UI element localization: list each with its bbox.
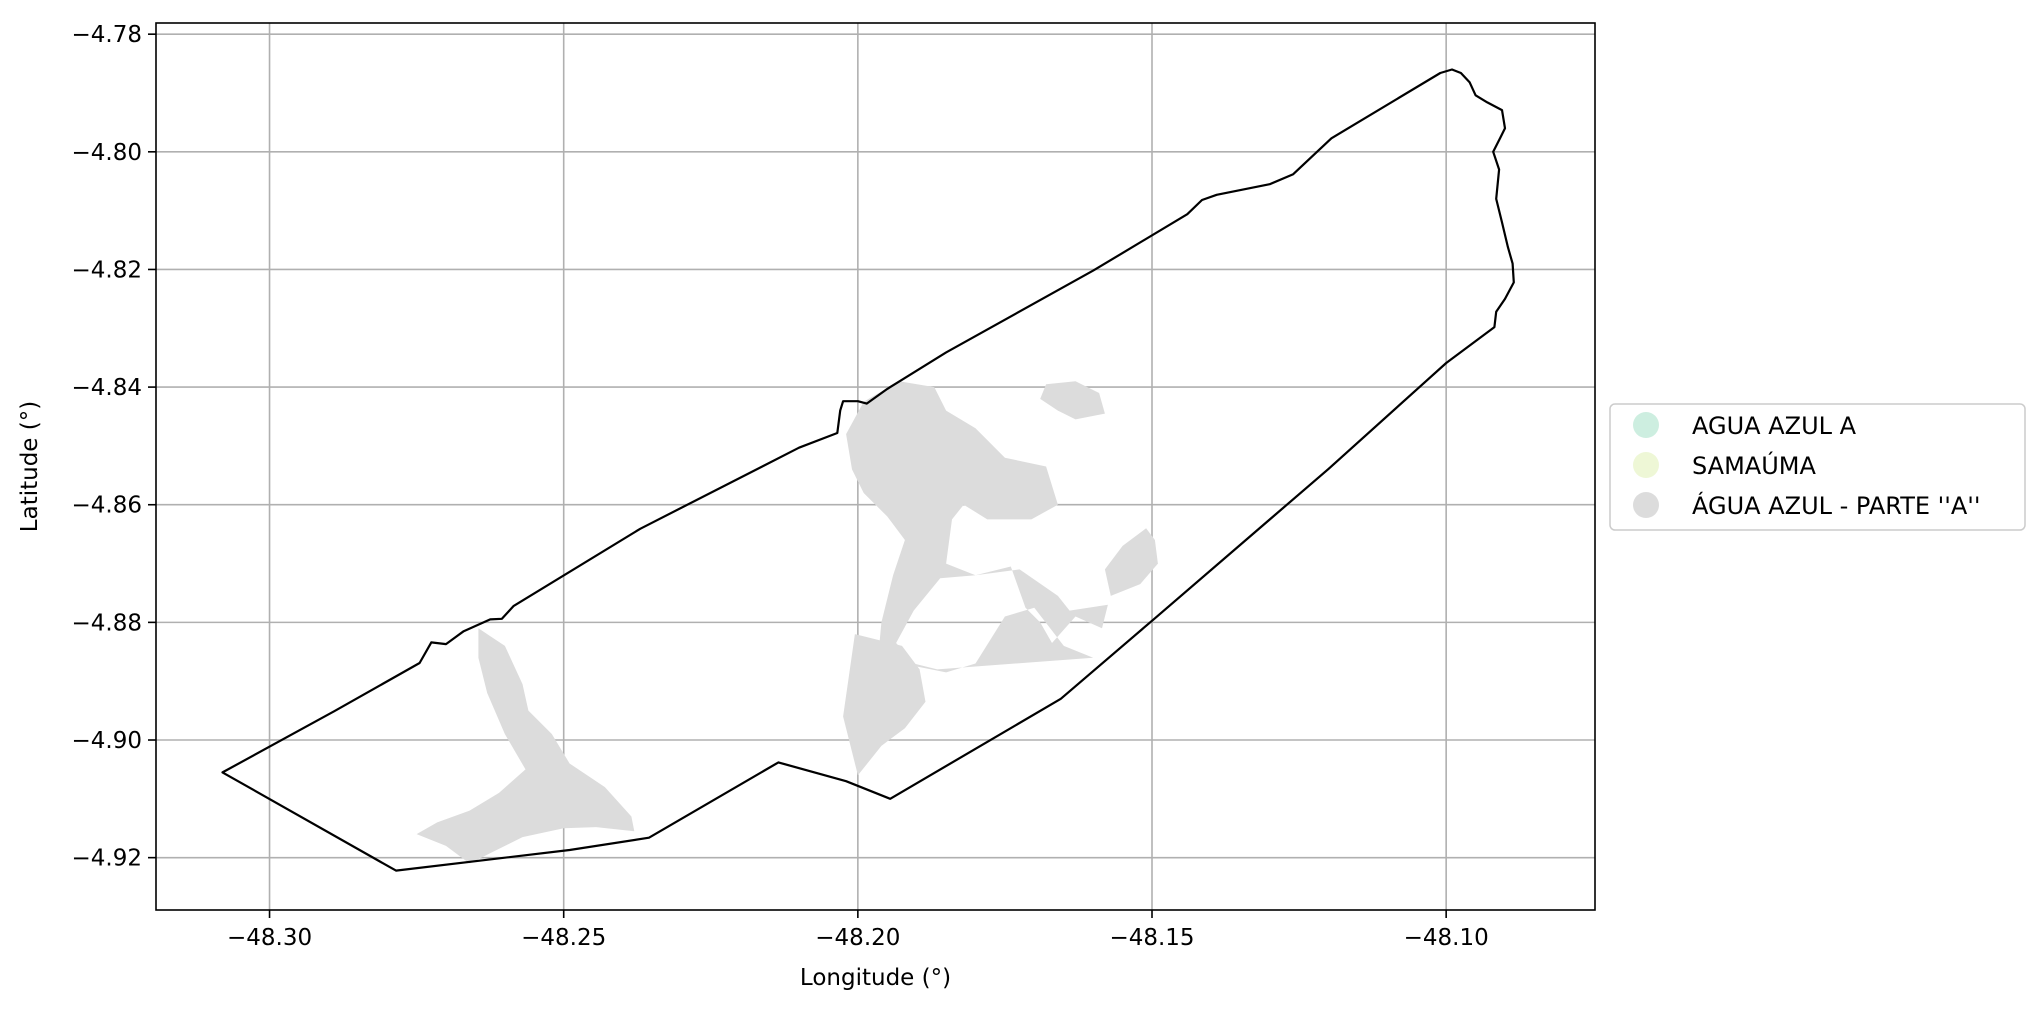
legend-frame — [1609, 403, 2026, 531]
legend-label: AGUA AZUL A — [1692, 412, 1857, 440]
y-tick-label: −4.78 — [72, 22, 142, 48]
y-tick-label: −4.90 — [72, 728, 142, 754]
legend-marker — [1633, 492, 1659, 518]
y-tick-label: −4.80 — [72, 140, 142, 166]
y-axis-label: Latitude (°) — [17, 401, 43, 532]
region-polygon — [1104, 528, 1158, 596]
y-tick-label: −4.92 — [72, 846, 142, 872]
y-tick-label: −4.84 — [72, 375, 142, 401]
region-polygon — [416, 628, 635, 864]
plot-frame — [155, 22, 1596, 911]
boundary-outline — [221, 68, 1515, 872]
region-polygon — [1040, 381, 1105, 420]
y-tick-label: −4.88 — [72, 610, 142, 636]
legend-marker — [1633, 412, 1659, 438]
y-tick-label: −4.86 — [72, 493, 142, 519]
x-tick-label: −48.25 — [521, 925, 606, 951]
x-tick-label: −48.30 — [227, 925, 312, 951]
region-polygon — [846, 381, 1108, 673]
region-polygon — [843, 634, 926, 776]
x-tick-label: −48.15 — [1109, 925, 1194, 951]
legend: AGUA AZUL A SAMAÚMA ÁGUA AZUL - PARTE ''A'… — [1609, 403, 2026, 531]
y-tick-label: −4.82 — [72, 257, 142, 283]
legend-marker — [1633, 452, 1659, 478]
x-tick-label: −48.10 — [1404, 925, 1489, 951]
legend-label: ÁGUA AZUL - PARTE ''A'' — [1692, 491, 1980, 520]
boundary-layer — [221, 68, 1515, 872]
y-axis-ticks: −4.78 −4.80 −4.82 −4.84 −4.86 −4.88 −4.90 −4.92 — [72, 22, 156, 872]
x-axis-ticks: −48.30 −48.25 −48.20 −48.15 −48.10 — [227, 910, 1489, 951]
legend-items: AGUA AZUL A SAMAÚMA ÁGUA AZUL - PARTE ''A'… — [1633, 412, 1980, 520]
x-axis-label: Longitude (°) — [800, 965, 951, 991]
concession-regions — [416, 381, 1158, 864]
x-tick-label: −48.20 — [815, 925, 900, 951]
legend-label: SAMAÚMA — [1692, 450, 1816, 480]
